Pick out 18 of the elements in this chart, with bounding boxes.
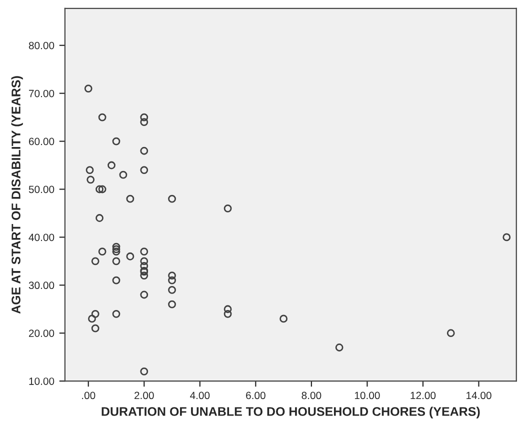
- x-tick-label: .00: [82, 392, 96, 400]
- y-tick-label: 80.00: [28, 42, 54, 50]
- y-axis-title: AGE AT START OF DISABILITY (YEARS): [11, 76, 23, 314]
- y-tick-label: 20.00: [28, 330, 54, 337]
- y-tick-label: 70.00: [28, 90, 54, 98]
- x-tick-label: 12.00: [410, 392, 436, 400]
- y-tick-label: 60.00: [28, 138, 54, 146]
- x-tick-label: 8.00: [302, 392, 322, 400]
- x-tick-label: 4.00: [190, 392, 210, 400]
- x-tick-label: 6.00: [246, 392, 266, 400]
- x-axis-title: DURATION OF UNABLE TO DO HOUSEHOLD CHORES (YEARS): [102, 406, 480, 418]
- y-tick-label: 50.00: [28, 186, 54, 194]
- x-tick-label: 2.00: [134, 392, 154, 400]
- x-tick-label: 14.00: [466, 392, 492, 400]
- y-tick-label: 40.00: [28, 234, 54, 242]
- x-tick-label: 10.00: [354, 392, 380, 400]
- y-tick-label: 30.00: [28, 282, 54, 290]
- y-tick-label: 10.00: [29, 378, 54, 385]
